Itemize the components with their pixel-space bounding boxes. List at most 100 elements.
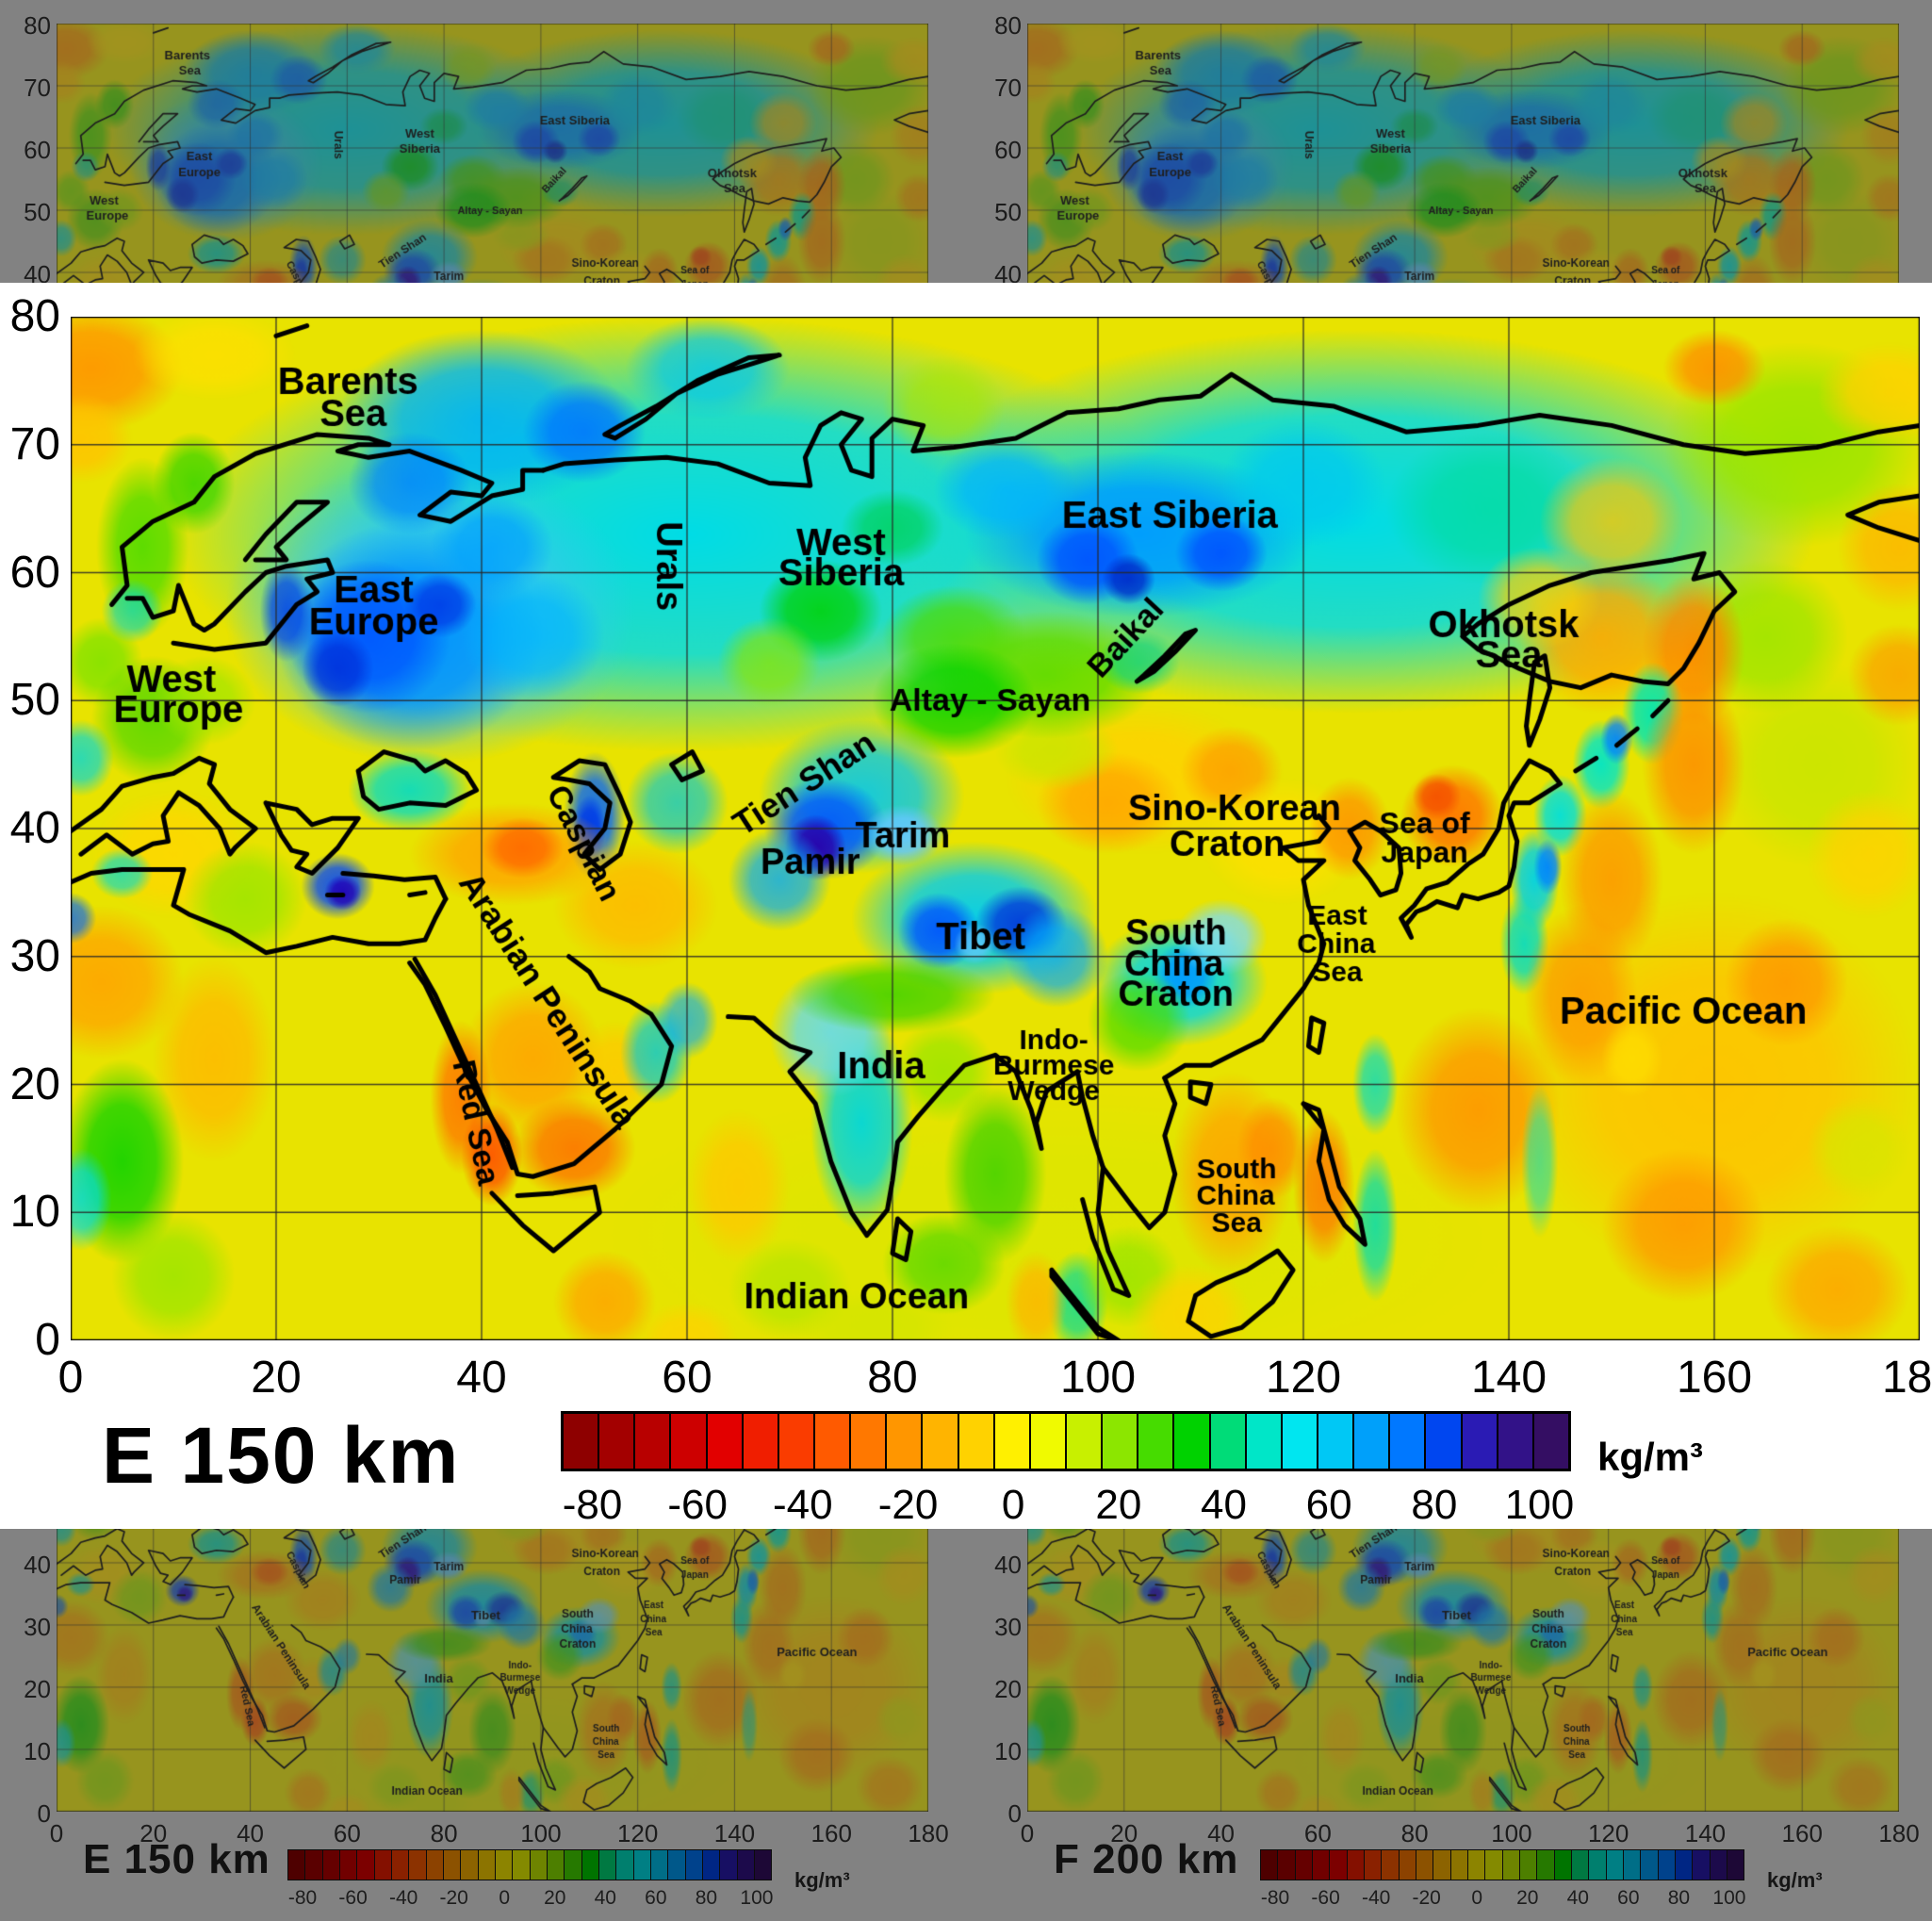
thumb-x-tick: 20 bbox=[1110, 1819, 1138, 1847]
colorbar-cell bbox=[1066, 1414, 1104, 1469]
colorbar-cell bbox=[1278, 1850, 1296, 1880]
colorbar-cell bbox=[616, 1850, 634, 1880]
colorbar-cell bbox=[599, 1414, 636, 1469]
main-x-tick: 20 bbox=[251, 1353, 302, 1403]
colorbar-cell bbox=[1174, 1414, 1211, 1469]
colorbar-cell bbox=[923, 1414, 959, 1469]
colorbar-cell bbox=[958, 1414, 995, 1469]
thumbnail-title-e150: E 150 km bbox=[83, 1836, 270, 1882]
colorbar-cell bbox=[1623, 1850, 1642, 1880]
colorbar-cell bbox=[633, 1850, 651, 1880]
thumb-y-tick: 10 bbox=[994, 1737, 1022, 1765]
colorbar-cell bbox=[1710, 1850, 1727, 1880]
thumb-x-tick: 140 bbox=[713, 1819, 756, 1847]
colorbar-cell bbox=[339, 1850, 358, 1880]
colorbar-cell bbox=[391, 1850, 410, 1880]
thumb-y-tick: 70 bbox=[24, 74, 51, 102]
thumbnail-colorbar-tick: 0 bbox=[499, 1887, 511, 1909]
colorbar-cell bbox=[1261, 1850, 1279, 1880]
main-y-tick: 70 bbox=[9, 419, 60, 469]
main-y-tick: 10 bbox=[9, 1187, 60, 1238]
thumb-y-tick: 50 bbox=[994, 198, 1022, 226]
main-x-tick: 80 bbox=[867, 1353, 918, 1403]
colorbar-cell bbox=[1589, 1850, 1607, 1880]
main-colorbar-tick: -40 bbox=[773, 1482, 833, 1528]
colorbar-cell bbox=[743, 1414, 779, 1469]
thumbnail-colorbar-tick: -60 bbox=[1311, 1887, 1340, 1909]
colorbar-cell bbox=[1295, 1850, 1313, 1880]
thumbnail-colorbar-tick: -40 bbox=[388, 1887, 418, 1909]
colorbar-cell bbox=[702, 1850, 721, 1880]
thumb-x-tick: 60 bbox=[1303, 1819, 1332, 1847]
thumbnail-colorbar-tick: -80 bbox=[287, 1887, 318, 1909]
colorbar-cell bbox=[426, 1850, 444, 1880]
thumbnail-colorbar-tick: 20 bbox=[1516, 1887, 1539, 1909]
colorbar-cell bbox=[1030, 1414, 1067, 1469]
thumbnail-colorbar-tick: 100 bbox=[740, 1887, 774, 1909]
colorbar-cell bbox=[1519, 1850, 1538, 1880]
colorbar-cell bbox=[357, 1850, 375, 1880]
main-x-tick: 120 bbox=[1265, 1353, 1342, 1403]
thumb-x-tick: 0 bbox=[1020, 1819, 1035, 1847]
main-colorbar-tick: -80 bbox=[562, 1482, 623, 1528]
main-colorbar-tick: -20 bbox=[877, 1482, 939, 1528]
main-title: E 150 km bbox=[102, 1411, 461, 1500]
colorbar-cell bbox=[461, 1850, 479, 1880]
thumb-y-tick: 20 bbox=[994, 1675, 1022, 1703]
thumb-y-tick: 50 bbox=[24, 198, 51, 226]
colorbar-cell bbox=[668, 1850, 686, 1880]
main-x-tick: 0 bbox=[57, 1353, 84, 1403]
thumb-x-tick: 100 bbox=[520, 1819, 562, 1847]
colorbar-cell bbox=[1246, 1414, 1283, 1469]
thumbnail-title-f200: F 200 km bbox=[1054, 1836, 1239, 1882]
thumbnail-colorbar-tick: -40 bbox=[1361, 1887, 1391, 1909]
thumb-y-tick: 20 bbox=[24, 1675, 51, 1703]
main-y-tick: 0 bbox=[35, 1315, 60, 1365]
main-y-tick: 40 bbox=[9, 803, 60, 853]
thumbnail-colorbar-tick: 100 bbox=[1712, 1887, 1746, 1909]
colorbar-cell bbox=[1399, 1850, 1416, 1880]
thumb-y-tick: 40 bbox=[24, 1551, 51, 1579]
thumbnail-colorbar-tick: -60 bbox=[338, 1887, 368, 1909]
colorbar-cell bbox=[1426, 1414, 1463, 1469]
main-colorbar-tick: 0 bbox=[1001, 1482, 1025, 1528]
colorbar-cell bbox=[737, 1850, 755, 1880]
colorbar-cell bbox=[1537, 1850, 1555, 1880]
main-x-tick: 60 bbox=[662, 1353, 712, 1403]
colorbar-cell bbox=[1658, 1850, 1676, 1880]
thumbnail-colorbar-tick: 60 bbox=[645, 1887, 667, 1909]
main-x-tick: 100 bbox=[1059, 1353, 1137, 1403]
main-colorbar bbox=[561, 1411, 1571, 1471]
thumbnail-colorbar-tick: -80 bbox=[1260, 1887, 1290, 1909]
colorbar-cell bbox=[581, 1850, 599, 1880]
thumb-x-tick: 60 bbox=[333, 1819, 361, 1847]
colorbar-cell bbox=[1498, 1414, 1534, 1469]
main-colorbar-tick: 40 bbox=[1201, 1482, 1247, 1528]
colorbar-cell bbox=[478, 1850, 496, 1880]
thumb-y-tick: 40 bbox=[994, 1551, 1022, 1579]
colorbar-cell bbox=[322, 1850, 340, 1880]
colorbar-cell bbox=[887, 1414, 924, 1469]
colorbar-cell bbox=[685, 1850, 703, 1880]
colorbar-cell bbox=[635, 1414, 672, 1469]
colorbar-cell bbox=[707, 1414, 744, 1469]
colorbar-cell bbox=[778, 1414, 815, 1469]
colorbar-cell bbox=[1312, 1850, 1331, 1880]
colorbar-cell bbox=[443, 1850, 462, 1880]
colorbar-cell bbox=[1318, 1414, 1355, 1469]
colorbar-cell bbox=[720, 1850, 738, 1880]
thumbnail-map-bottom-right bbox=[1027, 1529, 1899, 1812]
colorbar-cell bbox=[1210, 1414, 1247, 1469]
thumbnail-colorbar-tick: -20 bbox=[439, 1887, 468, 1909]
thumbnail-units-right: kg/m³ bbox=[1767, 1868, 1823, 1892]
colorbar-cell bbox=[1138, 1414, 1175, 1469]
thumb-x-tick: 160 bbox=[810, 1819, 852, 1847]
main-x-tick: 140 bbox=[1470, 1353, 1547, 1403]
colorbar-cell bbox=[288, 1850, 306, 1880]
thumb-x-tick: 0 bbox=[49, 1819, 64, 1847]
thumbnail-colorbar-tick: 0 bbox=[1471, 1887, 1483, 1909]
thumbnail-map-top-right bbox=[1027, 24, 1899, 283]
colorbar-cell bbox=[1416, 1850, 1434, 1880]
main-x-tick: 180 bbox=[1881, 1353, 1932, 1403]
